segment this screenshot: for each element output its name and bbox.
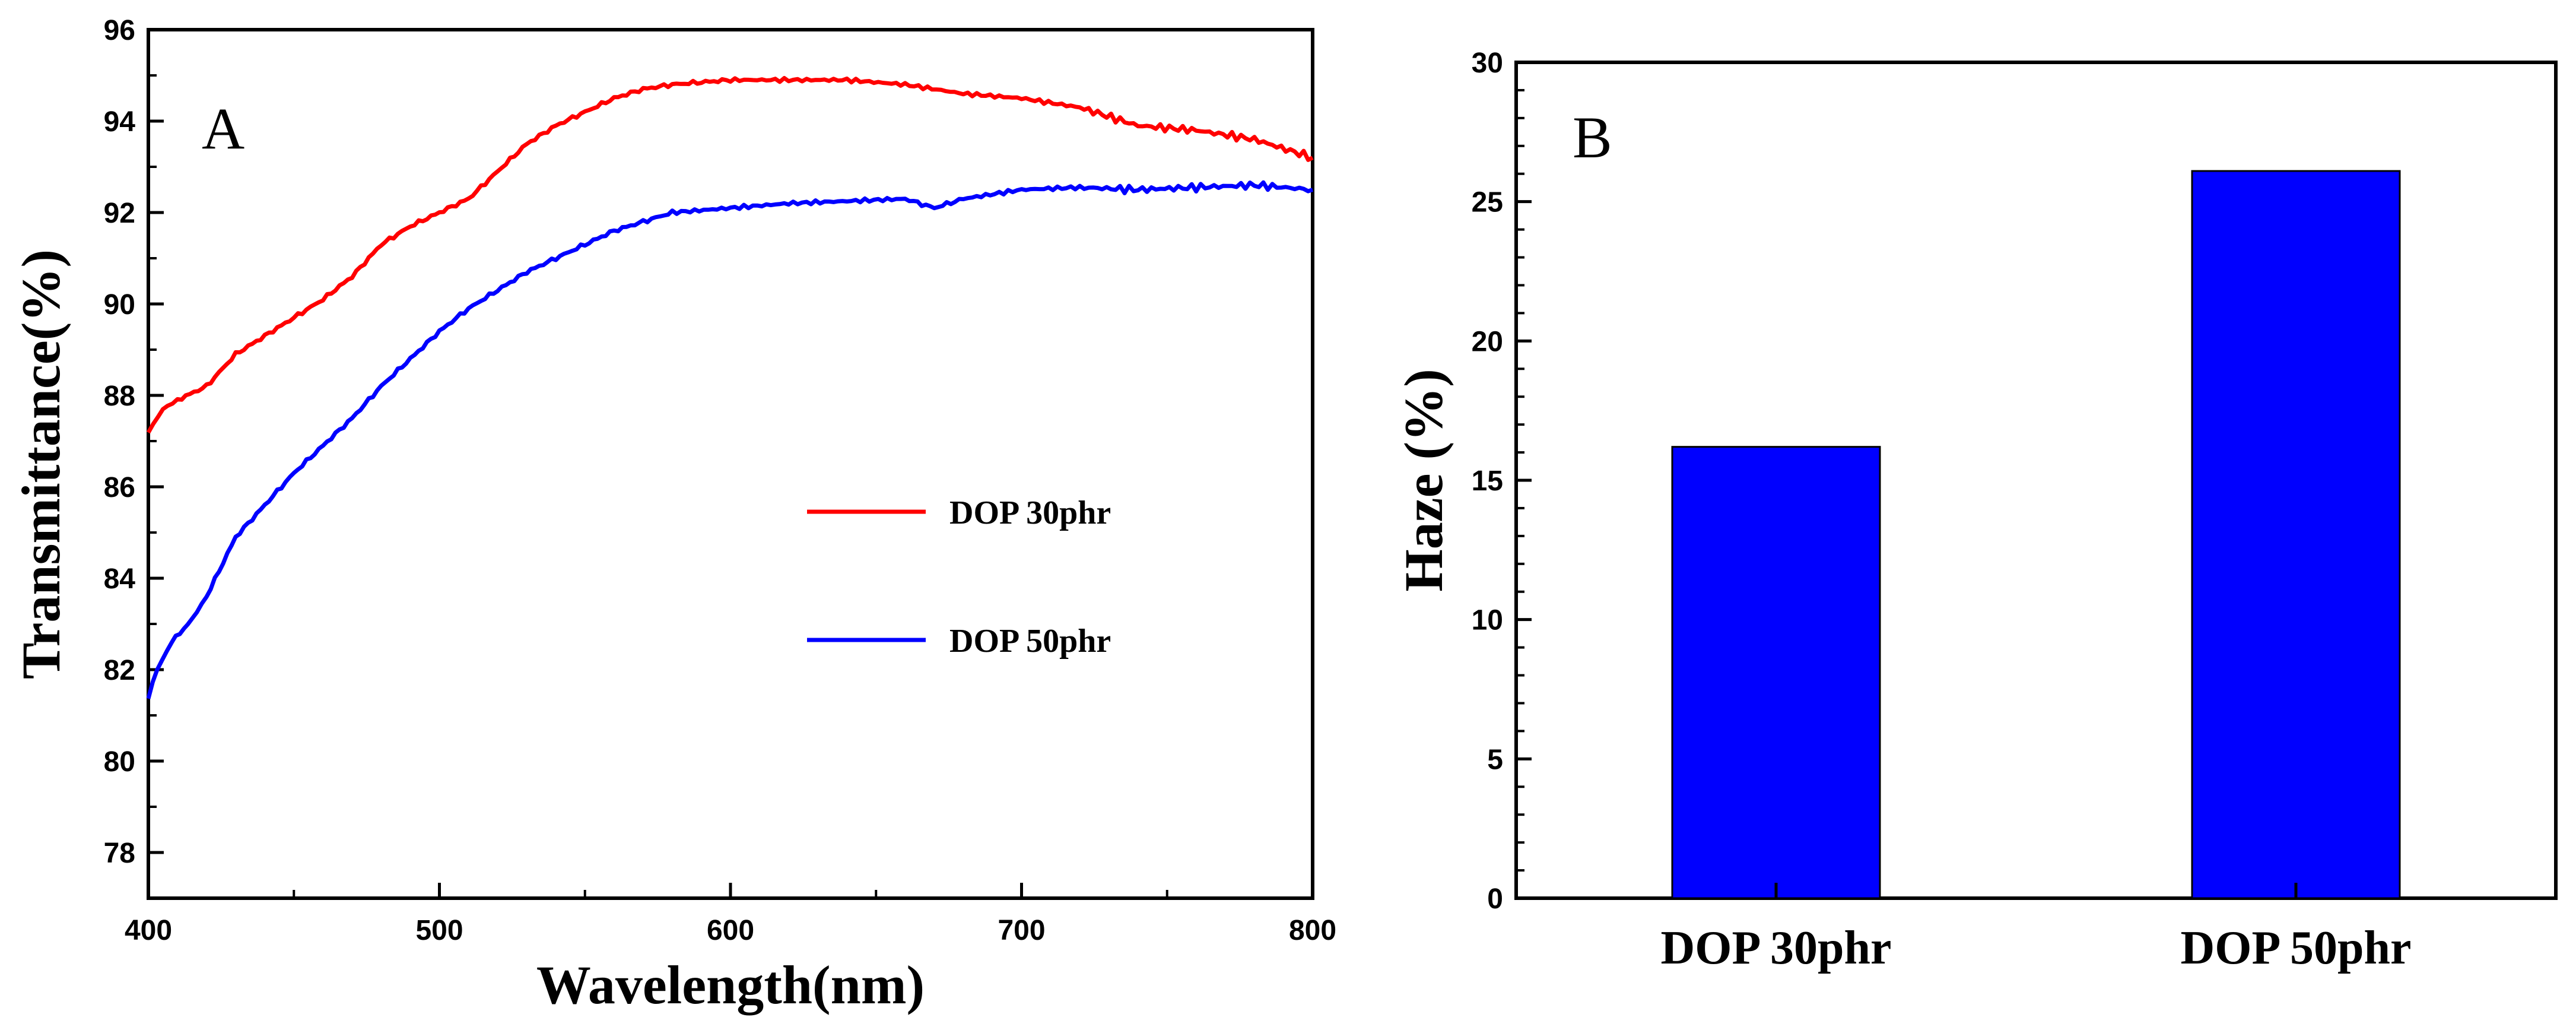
- y-tick-label: 78: [104, 838, 135, 869]
- x-tick-label: 500: [415, 915, 463, 946]
- legend-label-dop-30phr: DOP 30phr: [949, 495, 1111, 531]
- plot-frame-a: [147, 28, 1314, 900]
- bar-group: [1671, 170, 2401, 899]
- y-tick-label: 80: [104, 746, 135, 778]
- legend-label-dop-50phr: DOP 50phr: [949, 623, 1111, 660]
- line-chart-panel: 78 80 82 84 86 88 90 92 94 96 400 500 600 700 800 DOP…: [11, 15, 1336, 1015]
- y-tick-label: 84: [104, 563, 136, 595]
- y-tick-label: 30: [1472, 47, 1503, 79]
- category-label-dop-50phr: DOP 50phr: [2181, 922, 2412, 974]
- bar-dop-50phr: [2191, 170, 2401, 899]
- y-tick-label: 86: [104, 472, 135, 503]
- y-tick-label: 5: [1487, 744, 1503, 775]
- y-tick-label: 82: [104, 655, 135, 686]
- y-tick-label: 96: [104, 15, 135, 46]
- y-axis-ticks: 0 5 10 15 20 25 30: [1472, 47, 1532, 915]
- legend: DOP 30phr DOP 50phr: [807, 495, 1111, 660]
- y-axis-ticks: 78 80 82 84 86 88 90 92 94 96: [104, 15, 164, 899]
- y-axis-title: Haze (%): [1393, 369, 1454, 592]
- panel-label-b: B: [1573, 104, 1612, 170]
- x-tick-label: 800: [1289, 915, 1336, 946]
- bar-chart-panel: 0 5 10 15 20 25 30 DOP 30phr DOP 50phr B Haze (…: [1393, 47, 2558, 974]
- line-series-group: [146, 76, 1314, 699]
- x-tick-label: 700: [998, 915, 1045, 946]
- y-tick-label: 10: [1472, 605, 1503, 636]
- category-labels: DOP 30phr DOP 50phr: [1661, 883, 2412, 974]
- y-tick-label: 92: [104, 198, 135, 229]
- series-line-dop-30phr: [146, 76, 1314, 434]
- y-tick-label: 20: [1472, 326, 1503, 357]
- x-tick-label: 400: [125, 915, 172, 946]
- y-tick-label: 25: [1472, 187, 1503, 218]
- y-tick-label: 15: [1472, 465, 1503, 497]
- y-axis-title: Transmittance(%): [11, 249, 71, 679]
- x-axis-ticks: 400 500 600 700 800: [125, 883, 1336, 946]
- y-tick-label: 88: [104, 381, 135, 412]
- x-axis-title: Wavelength(nm): [536, 955, 925, 1015]
- x-tick-label: 600: [707, 915, 754, 946]
- y-tick-label: 90: [104, 289, 135, 321]
- bar-dop-30phr: [1671, 446, 1881, 899]
- panel-label-a: A: [202, 96, 244, 161]
- y-tick-label: 0: [1487, 883, 1503, 915]
- series-line-dop-50phr: [146, 180, 1314, 699]
- y-tick-label: 94: [104, 106, 136, 138]
- category-label-dop-30phr: DOP 30phr: [1661, 922, 1892, 974]
